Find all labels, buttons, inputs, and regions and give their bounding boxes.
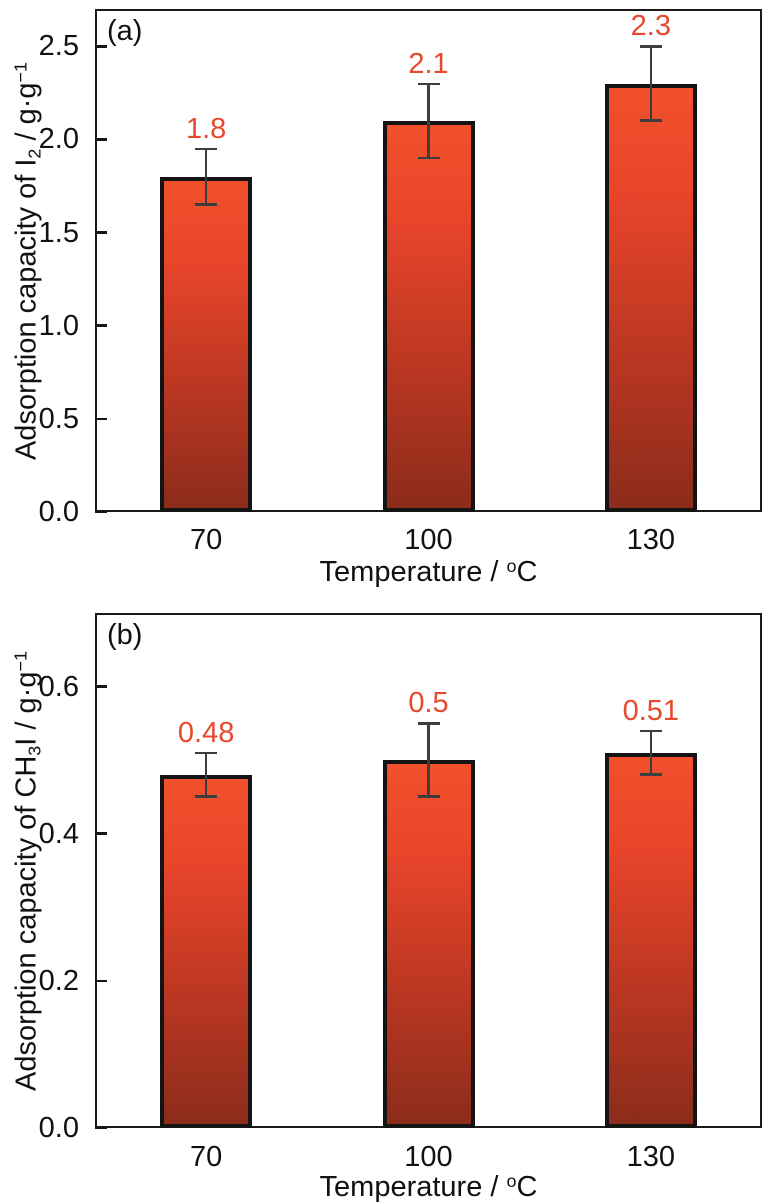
- panel-letter: (b): [107, 619, 143, 651]
- y-tick-label: 2.5: [38, 30, 79, 63]
- panel-letter: (a): [107, 15, 143, 47]
- text-run: Temperature /: [319, 556, 507, 588]
- sup-text: o: [506, 556, 517, 577]
- x-tick-label: 70: [190, 524, 223, 556]
- text-run: Adsorption capacity of CH: [10, 755, 42, 1091]
- bar-70: [160, 774, 253, 1128]
- y-tick-label: 0.4: [38, 817, 79, 850]
- y-tick-mark: [95, 417, 107, 421]
- error-bar-line: [204, 148, 208, 205]
- error-bar-cap-bottom: [639, 119, 662, 122]
- bar-value-label: 1.8: [185, 112, 227, 145]
- y-tick-mark: [95, 45, 107, 48]
- y-tick-mark: [95, 979, 107, 983]
- error-bar-cap-bottom: [417, 156, 440, 160]
- error-bar-line: [649, 46, 653, 121]
- bar-100: [382, 760, 475, 1128]
- bar-value-label: 0.51: [622, 694, 680, 727]
- y-tick-mark: [95, 324, 107, 327]
- y-tick-label: 0.0: [38, 1112, 79, 1144]
- y-tick-label: 0.6: [38, 670, 79, 703]
- y-tick-label: 0.2: [38, 964, 79, 997]
- bar-value-label: 0.5: [408, 687, 449, 720]
- text-run: C: [516, 1171, 538, 1202]
- bar-value-label: 2.1: [408, 47, 449, 80]
- y-tick-mark: [95, 685, 107, 688]
- x-tick-label: 70: [190, 1141, 223, 1173]
- x-axis-title: Temperature / oC: [229, 1170, 629, 1202]
- y-tick-label: 1.5: [38, 216, 79, 249]
- y-axis-title: Adsorption capacity of CH3I / g·g−1: [8, 613, 44, 1128]
- error-bar-line: [427, 83, 430, 159]
- bar-130: [604, 83, 697, 512]
- text-run: I / g·g: [10, 671, 42, 746]
- x-tick-label: 100: [404, 1141, 453, 1173]
- x-tick-label: 100: [404, 524, 453, 556]
- bar-value-label: 0.48: [177, 716, 235, 749]
- x-axis-title: Temperature / oC: [229, 555, 629, 592]
- y-tick-label: 0.0: [38, 496, 79, 528]
- sup-text: −1: [10, 61, 31, 82]
- text-run: Adsorption capacity of I: [10, 158, 42, 460]
- text-run: Temperature /: [319, 1171, 507, 1202]
- y-axis-title: Adsorption capacity of I2 / g·g−1: [8, 9, 44, 512]
- bar-100: [382, 120, 475, 512]
- y-tick-label: 1.0: [38, 309, 79, 342]
- error-bar-cap-bottom: [417, 795, 440, 798]
- error-bar-cap-bottom: [195, 795, 218, 798]
- y-tick-label: 2.0: [38, 123, 79, 156]
- y-tick-mark: [95, 1126, 107, 1130]
- error-bar-cap-top: [195, 751, 218, 755]
- text-run: / g·g: [10, 81, 42, 149]
- y-tick-mark: [95, 832, 107, 835]
- bar-70: [160, 176, 253, 512]
- error-bar-line: [649, 730, 653, 775]
- error-bar-cap-bottom: [195, 203, 218, 206]
- y-tick-mark: [95, 510, 107, 514]
- error-bar-cap-top: [639, 45, 662, 48]
- sup-text: o: [506, 1171, 517, 1192]
- sup-text: −1: [10, 650, 31, 672]
- error-bar-cap-top: [195, 147, 218, 151]
- error-bar-cap-top: [417, 82, 440, 86]
- sub-text: 3: [24, 745, 45, 756]
- error-bar-line: [204, 752, 208, 797]
- y-tick-mark: [95, 138, 107, 141]
- sub-text: 2: [24, 148, 45, 159]
- error-bar-line: [427, 723, 430, 797]
- x-tick-label: 130: [626, 524, 676, 556]
- error-bar-cap-bottom: [639, 773, 662, 776]
- error-bar-cap-top: [417, 722, 440, 725]
- y-tick-label: 0.5: [38, 402, 79, 435]
- y-tick-mark: [95, 231, 107, 234]
- bar-value-label: 2.3: [630, 10, 671, 43]
- error-bar-cap-top: [639, 729, 662, 733]
- bar-130: [604, 752, 697, 1128]
- text-run: C: [516, 556, 538, 588]
- x-tick-label: 130: [626, 1141, 676, 1173]
